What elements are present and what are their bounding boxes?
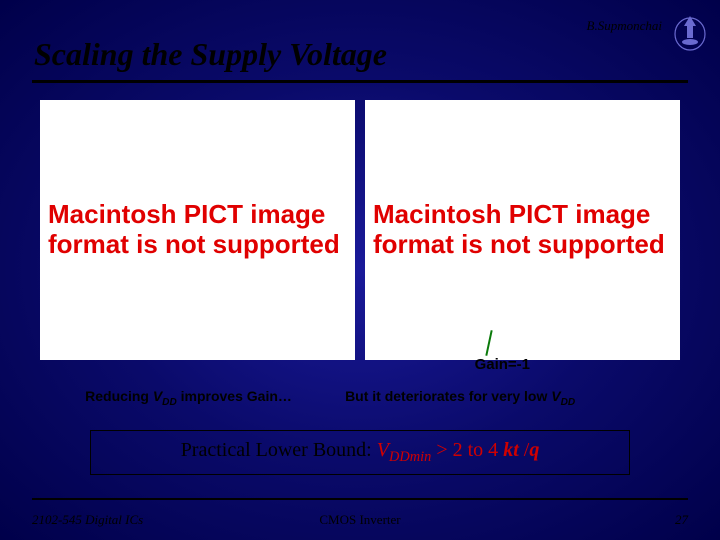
caption-right-vdd-sub: DD [561,397,576,408]
caption-left-pre: Reducing [85,388,153,404]
footer-page-number: 27 [675,512,688,528]
pict-placeholder-left: Macintosh PICT image format is not suppo… [40,200,355,260]
bound-vsub: DDmin [389,449,431,465]
practical-lower-bound-box: Practical Lower Bound: VDDmin > 2 to 4 k… [90,430,630,475]
bound-over: / [519,439,530,461]
footer-center: CMOS Inverter [319,512,400,528]
header: B.Supmonchai Scaling the Supply Voltage [0,0,720,90]
bound-v: V [377,439,389,461]
figure-left: Macintosh PICT image format is not suppo… [40,100,355,360]
caption-right-pre: But it deteriorates for very low [345,388,551,404]
footer: 2102-545 Digital ICs CMOS Inverter 27 [32,512,688,528]
slide: B.Supmonchai Scaling the Supply Voltage … [0,0,720,540]
bound-rel: > 2 to 4 [431,439,503,461]
figure-right: Macintosh PICT image format is not suppo… [365,100,680,360]
footer-left: 2102-545 Digital ICs [32,512,143,528]
university-logo [672,10,708,52]
caption-left-vdd-sub: DD [162,397,177,408]
bound-kt: kt [503,439,519,461]
caption-left-post: improves Gain… [177,388,292,404]
author-label: B.Supmonchai [587,18,662,34]
figure-captions: Reducing VDD improves Gain… But it deter… [40,388,680,408]
gain-label: Gain=-1 [475,356,530,373]
caption-left: Reducing VDD improves Gain… [40,388,337,408]
footer-divider [32,498,688,500]
caption-right-vdd: V [551,388,560,404]
title-underline [32,80,688,83]
bound-label: Practical Lower Bound: [181,439,377,461]
caption-right: But it deteriorates for very low VDD [337,388,680,408]
caption-left-vdd: V [153,388,162,404]
content-area: Macintosh PICT image format is not suppo… [40,100,680,360]
bound-q: q [529,439,539,461]
pict-placeholder-right: Macintosh PICT image format is not suppo… [365,200,680,260]
slide-title: Scaling the Supply Voltage [34,36,387,73]
